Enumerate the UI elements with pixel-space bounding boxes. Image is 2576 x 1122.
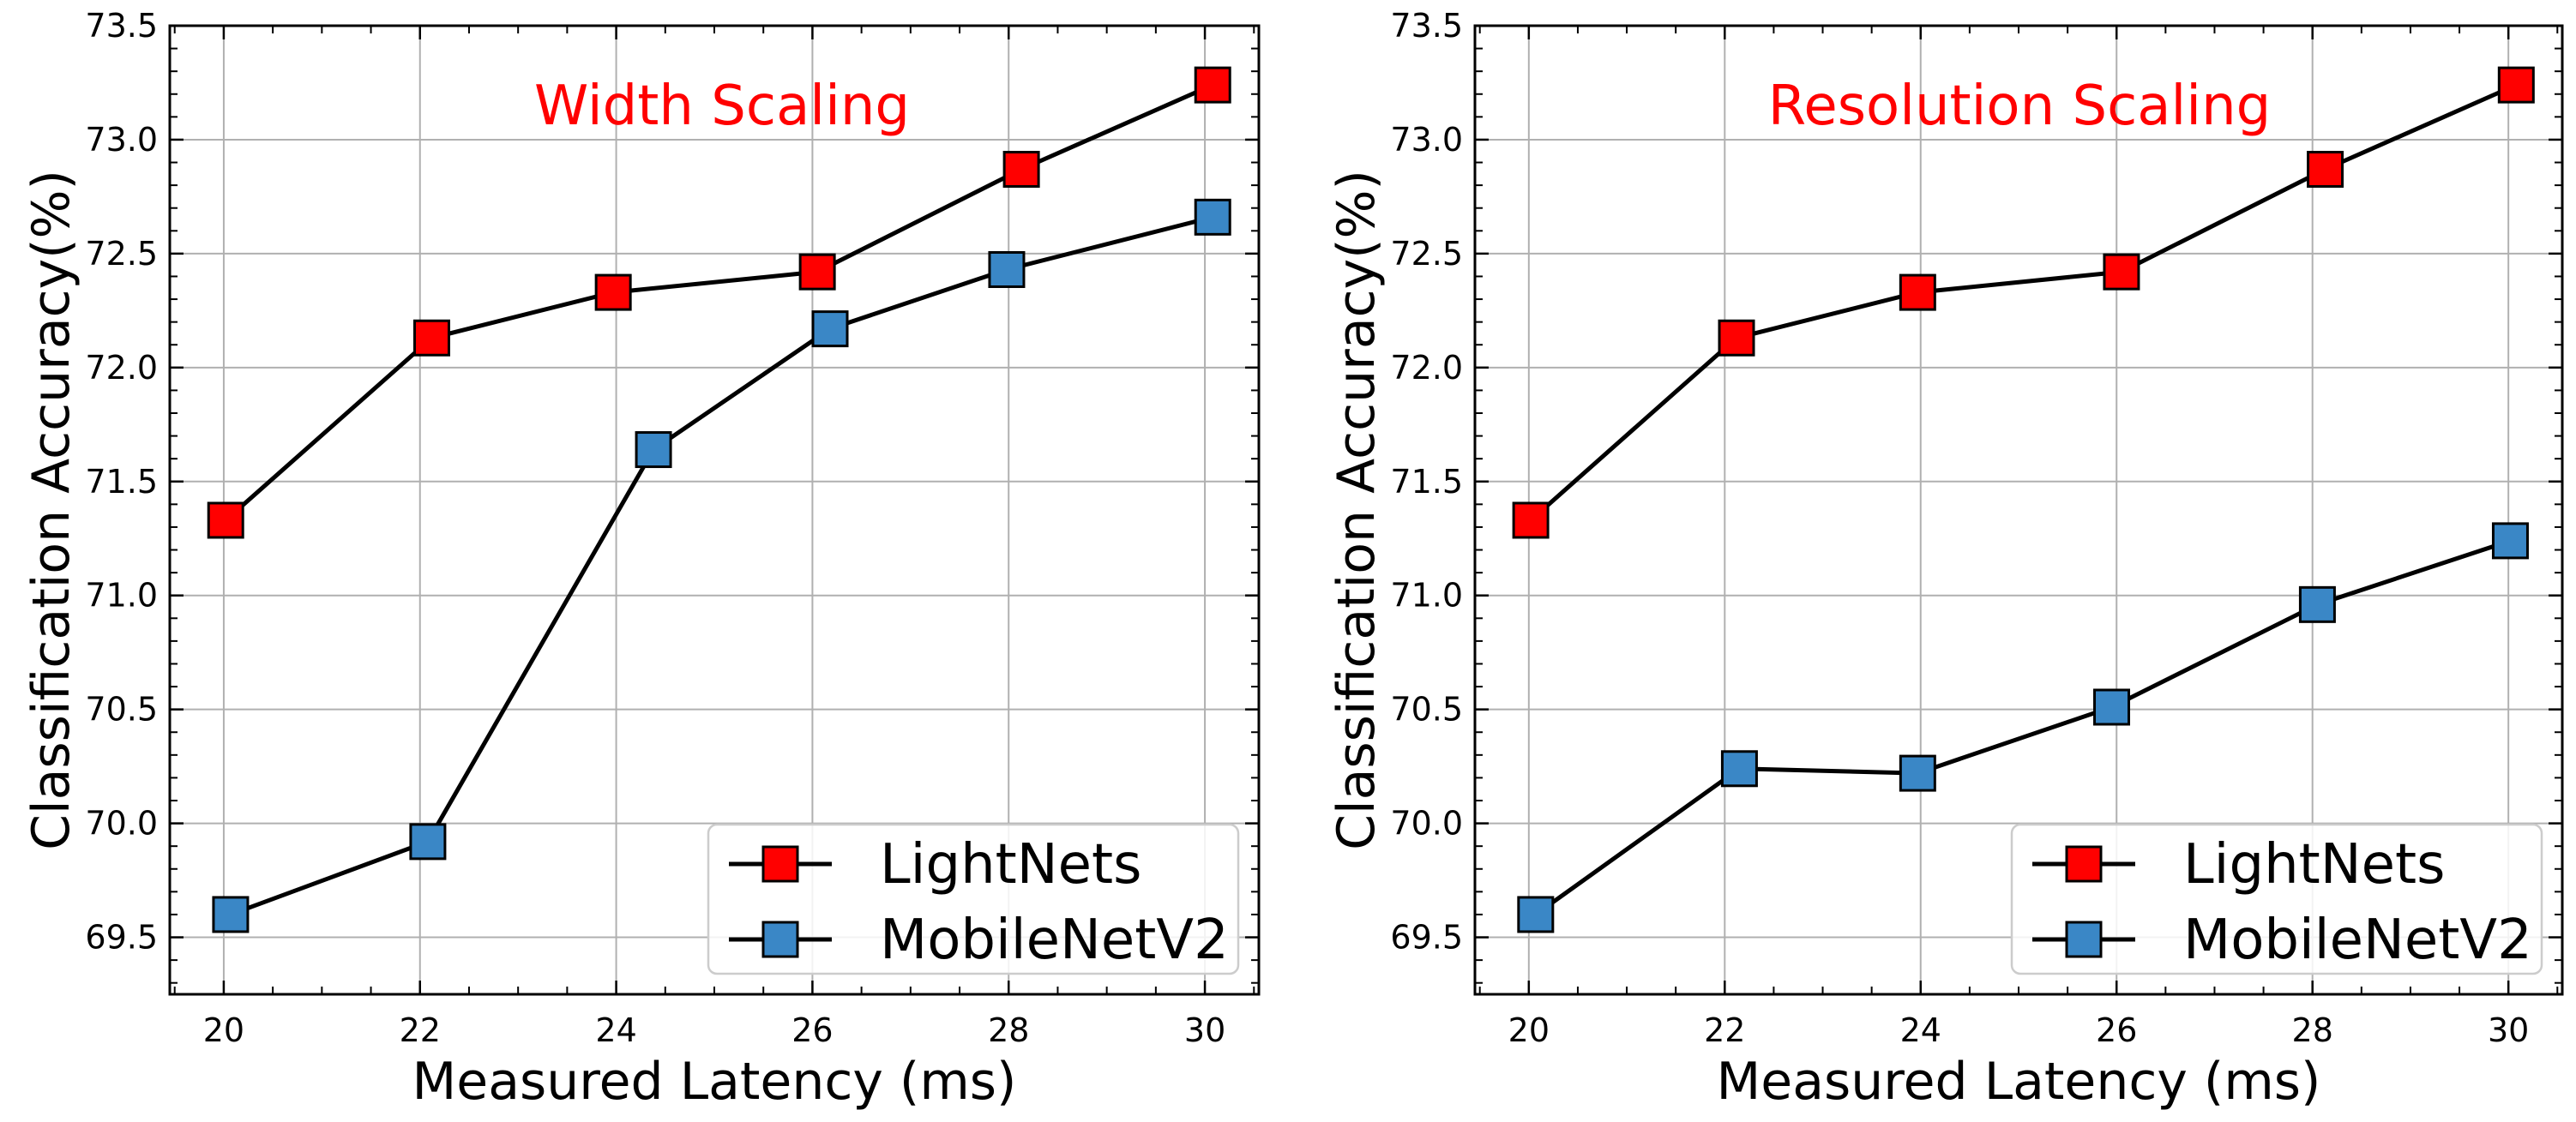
y-tick-label: 73.5	[1390, 7, 1463, 45]
legend: LightNets MobileNetV2	[707, 823, 1240, 975]
series-line	[224, 82, 1214, 522]
y-axis-title: Classification Accuracy(%)	[1327, 170, 1387, 850]
y-tick-label: 71.5	[1390, 463, 1463, 501]
axes-frame	[168, 24, 1261, 996]
x-tick-label: 24	[595, 1011, 636, 1049]
legend-box	[707, 823, 1240, 975]
legend-label: LightNets	[880, 833, 1141, 897]
legend-marker	[761, 845, 799, 883]
y-tick-label: 70.5	[85, 691, 158, 729]
y-tick-label: 73.0	[1390, 121, 1463, 159]
data-point-marker	[798, 253, 836, 291]
x-tick-label: 28	[988, 1011, 1029, 1049]
x-tick-label: 20	[203, 1011, 244, 1049]
data-point-marker	[2103, 253, 2140, 291]
y-tick-label: 73.5	[85, 7, 158, 45]
y-tick-label: 70.0	[1390, 805, 1463, 843]
y-tick-label: 73.0	[85, 121, 158, 159]
data-point-marker	[1899, 754, 1936, 792]
x-tick-label: 30	[2488, 1011, 2529, 1049]
x-tick-label: 20	[1508, 1011, 1550, 1049]
data-point-marker	[2497, 66, 2535, 104]
x-tick-label: 26	[791, 1011, 833, 1049]
x-tick-label: 26	[2096, 1011, 2137, 1049]
data-point-marker	[1517, 896, 1555, 933]
legend: LightNets MobileNetV2	[2010, 823, 2543, 975]
data-point-marker	[409, 823, 447, 861]
y-tick-label: 72.5	[85, 235, 158, 273]
data-point-marker	[2093, 688, 2131, 726]
data-point-marker	[1718, 319, 1755, 357]
chart-panel-1: 20 22 24 26 28 30 69.5 70.0 70.5 71.0 71.5 72.0 72.5…	[21, 7, 1261, 1112]
data-point-marker	[594, 273, 632, 311]
data-point-marker	[412, 319, 450, 357]
y-tick-label: 70.5	[1390, 691, 1463, 729]
y-tick-label: 72.0	[1390, 349, 1463, 387]
data-point-marker	[1194, 198, 1231, 236]
data-point-marker	[1002, 151, 1040, 189]
data-point-marker	[212, 896, 250, 933]
legend-marker	[2065, 921, 2103, 958]
data-point-marker	[1899, 273, 1936, 311]
y-tick-label: 71.0	[85, 577, 158, 615]
y-tick-label: 69.5	[85, 919, 158, 957]
y-tick-label: 69.5	[1390, 919, 1463, 957]
data-point-marker	[1194, 66, 1231, 104]
series-mobilenetv2	[212, 198, 1231, 933]
legend-label: LightNets	[2183, 833, 2445, 897]
series-line	[1534, 538, 2512, 916]
axes-frame	[1473, 24, 2564, 996]
y-tick-label: 72.5	[1390, 235, 1463, 273]
x-axis-title: Measured Latency (ms)	[1717, 1052, 2321, 1112]
data-point-marker	[207, 501, 244, 539]
series-line	[1529, 82, 2518, 522]
y-tick-label: 71.5	[85, 463, 158, 501]
y-tick-label: 71.0	[1390, 577, 1463, 615]
legend-box	[2010, 823, 2543, 975]
data-point-marker	[811, 310, 849, 348]
data-point-marker	[2307, 151, 2344, 189]
x-tick-label: 28	[2292, 1011, 2333, 1049]
series-mobilenetv2	[1517, 522, 2529, 933]
x-tick-label: 22	[400, 1011, 441, 1049]
x-axis-title: Measured Latency (ms)	[412, 1052, 1017, 1112]
legend-marker	[2065, 845, 2103, 883]
chart-panel-2: 20 22 24 26 28 30 69.5 70.0 70.5 71.0 71.5 72.0 72.5…	[1327, 7, 2564, 1112]
data-point-marker	[988, 250, 1026, 288]
legend-label: MobileNetV2	[880, 909, 1229, 972]
scaling-annotation: Resolution Scaling	[1768, 75, 2272, 138]
series-lightnets	[1512, 66, 2535, 539]
y-tick-label: 70.0	[85, 805, 158, 843]
legend-marker	[761, 921, 799, 958]
scaling-annotation: Width Scaling	[534, 75, 910, 138]
y-tick-label: 72.0	[85, 349, 158, 387]
series-line	[230, 214, 1213, 917]
data-point-marker	[635, 431, 672, 469]
y-axis-title: Classification Accuracy(%)	[21, 170, 81, 850]
series-lightnets	[207, 66, 1231, 539]
data-point-marker	[2491, 522, 2529, 560]
x-tick-label: 22	[1704, 1011, 1745, 1049]
data-point-marker	[1720, 750, 1758, 788]
data-point-marker	[1512, 501, 1550, 539]
x-tick-label: 30	[1184, 1011, 1225, 1049]
x-tick-label: 24	[1900, 1011, 1941, 1049]
legend-label: MobileNetV2	[2183, 909, 2532, 972]
data-point-marker	[2298, 585, 2336, 623]
